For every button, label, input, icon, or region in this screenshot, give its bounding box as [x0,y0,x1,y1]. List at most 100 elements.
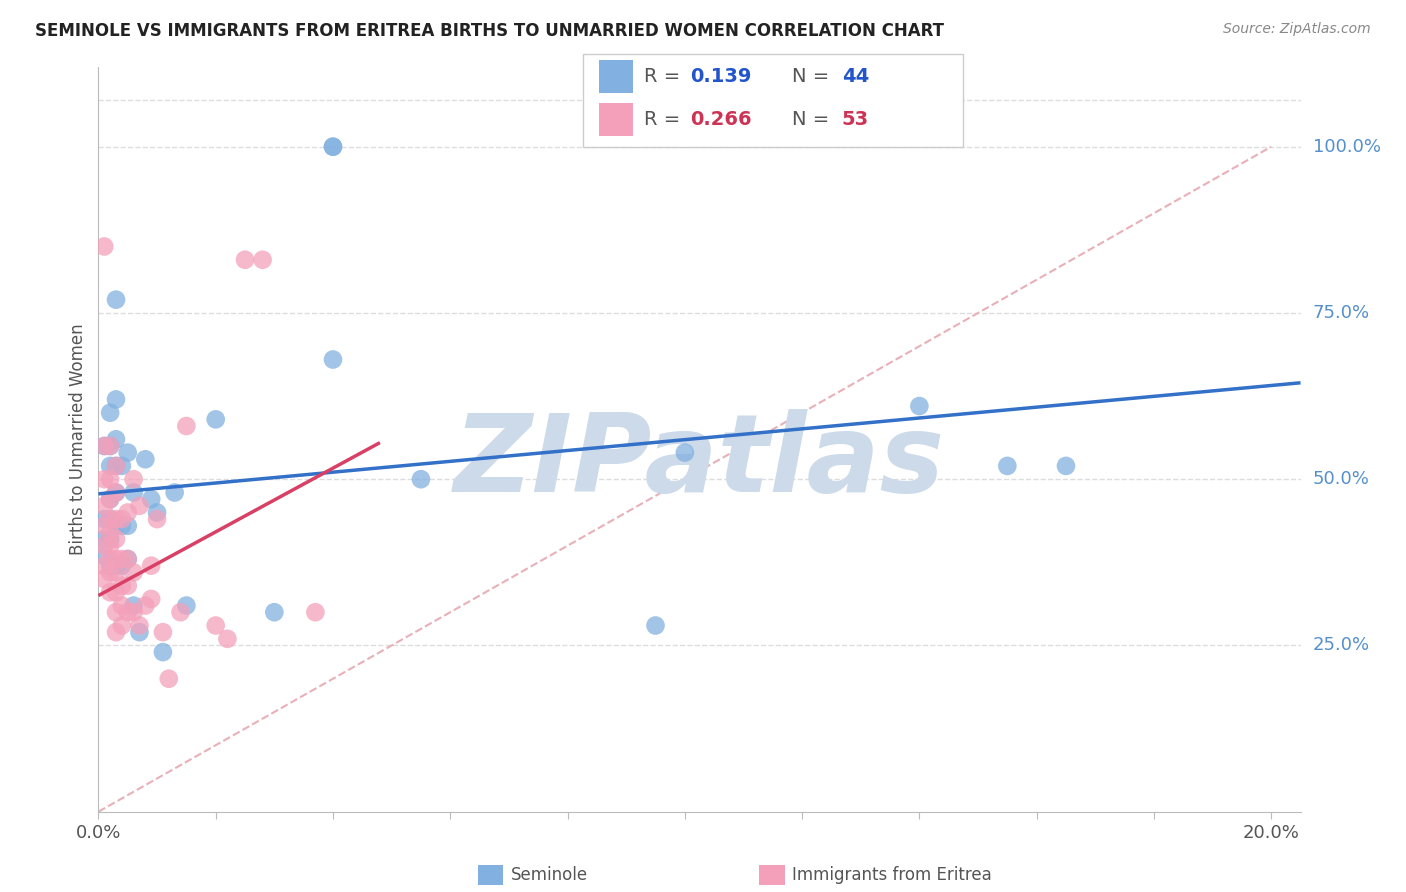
Point [122,485,145,500]
Point [105,552,128,566]
Point [111,552,134,566]
Point [93,472,115,486]
Point [93,518,115,533]
Point [93,512,115,526]
Point [98,552,121,566]
Point [105,518,128,533]
Point [644,618,666,632]
Point [322,139,344,153]
Point [105,512,128,526]
Point [263,605,285,619]
Point [98,406,121,420]
Text: N =: N = [793,110,835,129]
Point [117,518,139,533]
Point [98,472,121,486]
Text: 50.0%: 50.0% [1313,470,1369,488]
Point [117,445,139,459]
Point [141,492,163,507]
Text: 53: 53 [842,110,869,129]
Text: 44: 44 [842,67,869,86]
Point [152,645,174,659]
Point [105,392,128,407]
Point [146,506,169,520]
Point [98,558,121,573]
Point [163,485,186,500]
Point [105,433,128,447]
Point [98,492,121,507]
Point [128,618,150,632]
Point [252,252,274,267]
Point [111,599,134,613]
Point [122,605,145,619]
Point [409,472,432,486]
Bar [599,103,633,136]
Point [105,566,128,580]
Point [98,439,121,453]
Point [1054,458,1077,473]
Point [105,293,128,307]
Point [93,549,115,563]
Point [134,599,156,613]
Point [122,566,145,580]
Text: ZIPatlas: ZIPatlas [454,409,945,515]
Point [204,618,226,632]
Point [105,585,128,599]
Text: 0.266: 0.266 [690,110,751,129]
Point [105,532,128,546]
Point [169,605,191,619]
Point [146,512,169,526]
Point [111,518,134,533]
Point [105,605,128,619]
Point [93,558,115,573]
Point [217,632,239,646]
Bar [599,60,633,93]
Point [93,532,115,546]
Point [122,599,145,613]
Point [152,625,174,640]
Text: 25.0%: 25.0% [1313,637,1369,655]
Point [117,506,139,520]
Point [204,412,226,426]
Point [128,625,150,640]
Point [117,579,139,593]
Point [111,579,134,593]
Point [176,599,198,613]
Point [105,485,128,500]
Point [134,452,156,467]
Point [98,439,121,453]
Point [105,458,128,473]
Text: N =: N = [793,67,835,86]
Point [141,591,163,606]
Point [93,439,115,453]
Point [98,525,121,540]
Point [98,585,121,599]
Point [117,552,139,566]
Point [128,499,150,513]
Point [111,512,134,526]
Point [117,605,139,619]
Point [111,618,134,632]
Point [105,625,128,640]
Text: SEMINOLE VS IMMIGRANTS FROM ERITREA BIRTHS TO UNMARRIED WOMEN CORRELATION CHART: SEMINOLE VS IMMIGRANTS FROM ERITREA BIRT… [35,22,945,40]
Point [141,558,163,573]
Point [176,419,198,434]
Point [98,532,121,546]
Point [105,458,128,473]
Point [111,558,134,573]
Y-axis label: Births to Unmarried Women: Births to Unmarried Women [69,324,87,555]
Point [233,252,256,267]
Point [995,458,1018,473]
Point [98,512,121,526]
Point [93,439,115,453]
FancyBboxPatch shape [583,54,963,147]
Point [93,572,115,586]
Point [673,445,696,459]
Text: Source: ZipAtlas.com: Source: ZipAtlas.com [1223,22,1371,37]
Text: R =: R = [644,67,686,86]
Point [117,552,139,566]
Text: 75.0%: 75.0% [1313,304,1369,322]
Text: R =: R = [644,110,686,129]
Point [98,458,121,473]
Point [322,139,344,153]
Point [98,492,121,507]
